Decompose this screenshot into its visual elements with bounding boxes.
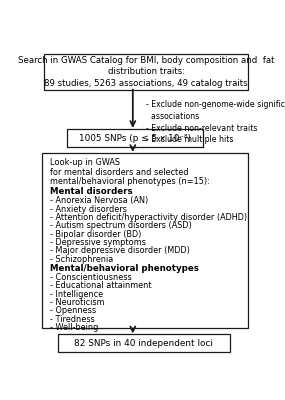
Text: Mental/behavioral phenotypes: Mental/behavioral phenotypes — [50, 264, 199, 273]
Text: Look-up in GWAS: Look-up in GWAS — [50, 158, 120, 167]
Text: Mental disorders: Mental disorders — [50, 187, 133, 196]
Text: - Intelligence: - Intelligence — [50, 290, 103, 299]
Text: for mental disorders and selected: for mental disorders and selected — [50, 168, 188, 176]
Text: - Attention deficit/hyperactivity disorder (ADHD): - Attention deficit/hyperactivity disord… — [50, 213, 247, 222]
Text: - Exclude non-relevant traits: - Exclude non-relevant traits — [146, 124, 258, 133]
Text: - Bipolar disorder (BD): - Bipolar disorder (BD) — [50, 230, 141, 239]
Text: - Major depressive disorder (MDD): - Major depressive disorder (MDD) — [50, 246, 190, 255]
Text: - Well-being: - Well-being — [50, 323, 98, 332]
Text: - Anorexia Nervosa (AN): - Anorexia Nervosa (AN) — [50, 196, 148, 206]
FancyBboxPatch shape — [67, 129, 203, 147]
Text: - Conscientiousness: - Conscientiousness — [50, 273, 132, 282]
Text: - Educational attainment: - Educational attainment — [50, 282, 152, 290]
Text: - Openness: - Openness — [50, 306, 96, 316]
Text: - Neuroticism: - Neuroticism — [50, 298, 105, 307]
Text: mental/behavioral phenotypes (n=15):: mental/behavioral phenotypes (n=15): — [50, 177, 210, 186]
Text: - Anxiety disorders: - Anxiety disorders — [50, 205, 127, 214]
Text: Search in GWAS Catalog for BMI, body composition and  fat
distribution traits:
8: Search in GWAS Catalog for BMI, body com… — [18, 56, 274, 88]
FancyBboxPatch shape — [44, 54, 248, 90]
Text: - Tiredness: - Tiredness — [50, 315, 95, 324]
Text: - Exclude multiple hits: - Exclude multiple hits — [146, 136, 234, 144]
Text: - Autism spectrum disorders (ASD): - Autism spectrum disorders (ASD) — [50, 222, 192, 230]
Text: 82 SNPs in 40 independent loci: 82 SNPs in 40 independent loci — [74, 338, 213, 348]
Text: 1005 SNPs (p ≤ 5 x 10⁻⁸): 1005 SNPs (p ≤ 5 x 10⁻⁸) — [79, 134, 191, 143]
FancyBboxPatch shape — [58, 334, 230, 352]
FancyBboxPatch shape — [42, 153, 248, 328]
Text: associations: associations — [146, 112, 199, 121]
Text: - Exclude non-genome-wide significant: - Exclude non-genome-wide significant — [146, 100, 285, 109]
Text: - Depressive symptoms: - Depressive symptoms — [50, 238, 146, 247]
Text: - Schizophrenia: - Schizophrenia — [50, 255, 113, 264]
